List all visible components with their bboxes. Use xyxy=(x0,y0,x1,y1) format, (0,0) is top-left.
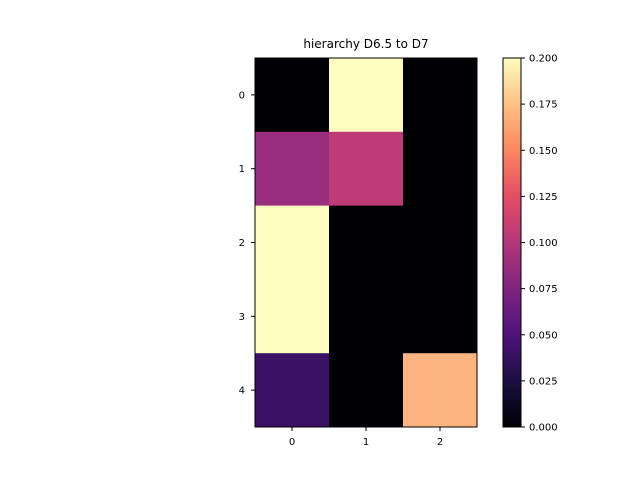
heatmap-cell xyxy=(255,131,330,207)
heatmap-cell xyxy=(403,131,478,207)
colorbar-tick-label: 0.175 xyxy=(529,100,558,111)
colorbar-tick-label: 0.050 xyxy=(529,330,558,341)
colorbar xyxy=(502,57,522,428)
x-tick-label: 0 xyxy=(289,437,295,448)
heatmap-cell xyxy=(255,205,330,280)
colorbar-tick-label: 0.000 xyxy=(529,423,558,434)
heatmap-cell xyxy=(403,205,478,280)
y-tick-label: 3 xyxy=(239,312,245,323)
y-tick-label: 4 xyxy=(239,386,245,397)
colorbar-tick-label: 0.150 xyxy=(529,146,558,157)
y-axis: 0 1 2 3 4 xyxy=(239,90,255,397)
heatmap-cell xyxy=(255,353,330,428)
heatmap-cell xyxy=(403,353,478,428)
heatmap-cell xyxy=(329,131,404,207)
heatmap-cell xyxy=(329,205,404,280)
colorbar-axis: 0.000 0.025 0.050 0.075 0.100 0.125 0.150 0.175… xyxy=(521,54,558,434)
x-tick-label: 1 xyxy=(363,437,369,448)
colorbar-tick-label: 0.100 xyxy=(529,238,558,249)
colorbar-tick-label: 0.125 xyxy=(529,192,558,203)
heatmap-cell xyxy=(329,353,404,428)
colorbar-tick-label: 0.075 xyxy=(529,284,558,295)
heatmap-cell xyxy=(255,279,330,354)
heatmap-cell xyxy=(255,58,330,133)
colorbar-tick-label: 0.025 xyxy=(529,376,558,387)
heatmap-cell xyxy=(403,279,478,354)
y-tick-label: 2 xyxy=(239,238,245,249)
x-axis: 0 1 2 xyxy=(289,427,443,448)
heatmap-cell xyxy=(329,279,404,354)
y-tick-label: 0 xyxy=(239,90,245,101)
chart-title: hierarchy D6.5 to D7 xyxy=(303,37,428,51)
heatmap-cell xyxy=(329,58,404,133)
colorbar-tick-label: 0.200 xyxy=(529,54,558,65)
heatmap-cell xyxy=(403,58,478,133)
x-tick-label: 2 xyxy=(437,437,443,448)
heatmap-cells xyxy=(255,58,478,428)
y-tick-label: 1 xyxy=(239,164,245,175)
